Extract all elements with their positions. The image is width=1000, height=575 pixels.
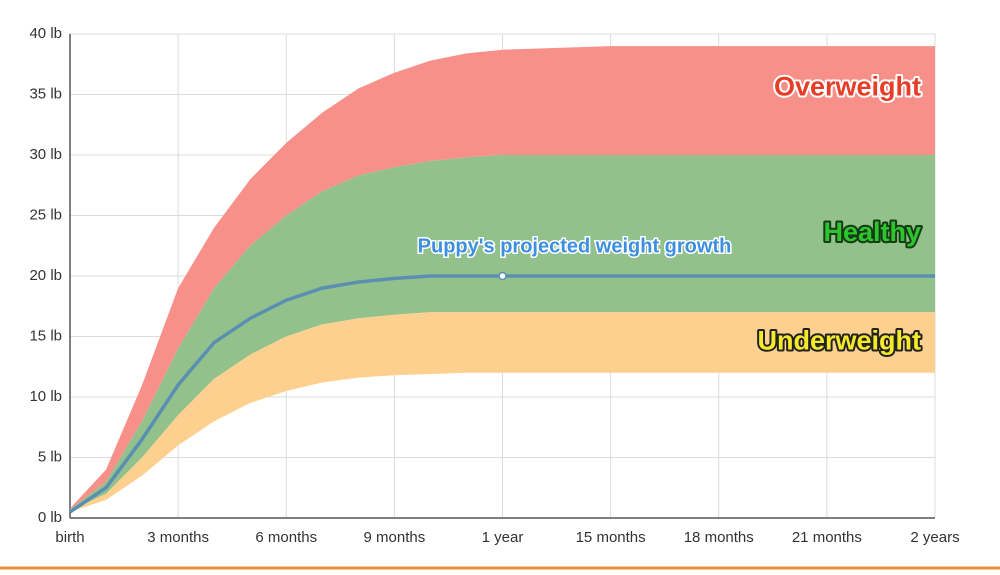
band-label: Overweight — [774, 72, 921, 102]
y-tick-label: 40 lb — [29, 25, 62, 42]
labels: 0 lb 5 lb 10 lb 15 lb 20 lb 25 lb 30 lb 35 lb 40… — [29, 25, 959, 546]
x-tick-label: 3 months — [147, 529, 209, 546]
x-tick-label: 1 year — [482, 529, 524, 546]
y-tick-label: 15 lb — [29, 327, 62, 344]
band — [70, 46, 935, 510]
x-tick-label: 9 months — [364, 529, 426, 546]
x-tick-label: 6 months — [255, 529, 317, 546]
x-tick-label: 18 months — [684, 529, 754, 546]
band-label: Underweight — [757, 326, 921, 356]
band — [70, 155, 935, 511]
y-tick-label: 0 lb — [38, 509, 62, 526]
x-tick-label: 21 months — [792, 529, 862, 546]
y-tick-label: 35 lb — [29, 85, 62, 102]
band — [70, 312, 935, 512]
lines — [69, 271, 935, 514]
y-tick-label: 25 lb — [29, 206, 62, 223]
band-label: Healthy — [823, 217, 921, 247]
x-tick-label: 2 years — [910, 529, 959, 546]
y-tick-label: 10 lb — [29, 388, 62, 405]
line-label: Puppy's projected weight growth — [418, 235, 732, 257]
line-point — [498, 271, 507, 281]
line — [69, 274, 935, 514]
y-tick-label: 5 lb — [38, 448, 62, 465]
y-tick-label: 20 lb — [29, 267, 62, 284]
x-tick-label: birth — [55, 529, 84, 546]
x-tick-label: 15 months — [576, 529, 646, 546]
bands — [70, 46, 935, 512]
y-tick-label: 30 lb — [29, 146, 62, 163]
